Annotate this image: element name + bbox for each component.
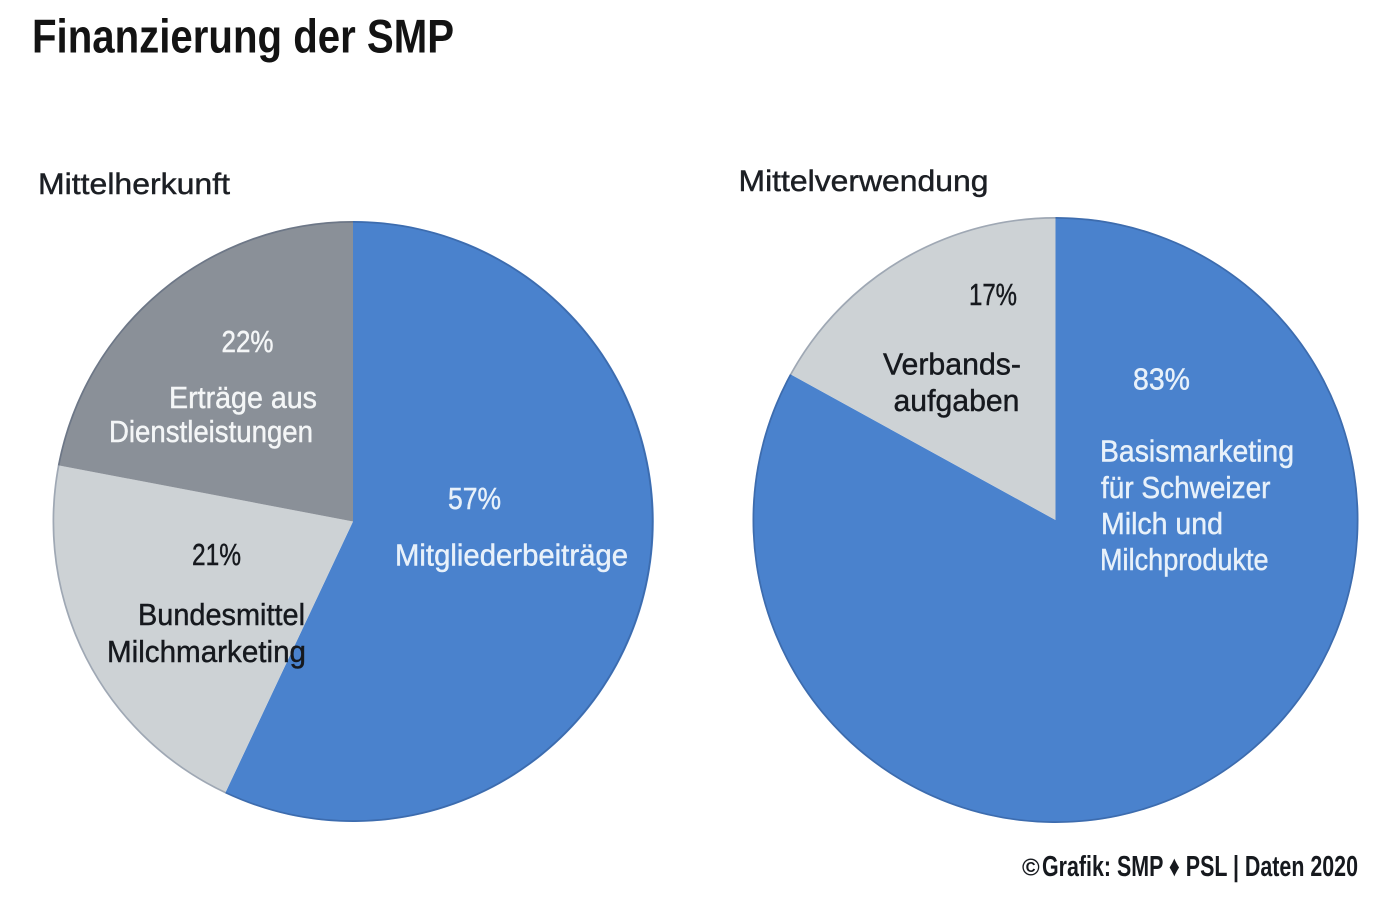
svg-text:Mitgliederbeiträge: Mitgliederbeiträge xyxy=(395,538,628,573)
svg-text:Dienstleistungen: Dienstleistungen xyxy=(109,414,313,449)
svg-text:Milch und: Milch und xyxy=(1101,506,1223,541)
svg-text:Finanzierung der SMP: Finanzierung der SMP xyxy=(32,9,454,62)
svg-text:Erträge aus: Erträge aus xyxy=(169,380,317,415)
svg-text:Verbands-: Verbands- xyxy=(883,347,1021,382)
svg-text:Mittelherkunft: Mittelherkunft xyxy=(38,168,231,201)
svg-text:aufgaben: aufgaben xyxy=(894,383,1020,418)
svg-text:Milchprodukte: Milchprodukte xyxy=(1100,542,1269,577)
svg-text:57%: 57% xyxy=(448,481,501,516)
svg-text:für Schweizer: für Schweizer xyxy=(1101,470,1271,505)
svg-text:22%: 22% xyxy=(222,324,274,359)
svg-text:Milchmarketing: Milchmarketing xyxy=(107,634,306,669)
svg-text:17%: 17% xyxy=(969,277,1017,312)
svg-text:83%: 83% xyxy=(1133,362,1190,397)
svg-text:Grafik: SMP ♦ PSL | Daten 2020: Grafik: SMP ♦ PSL | Daten 2020 xyxy=(1042,851,1358,883)
svg-text:Bundesmittel: Bundesmittel xyxy=(138,597,305,632)
svg-text:21%: 21% xyxy=(192,537,241,572)
svg-text:Mittelverwendung: Mittelverwendung xyxy=(739,165,989,198)
svg-text:©: © xyxy=(1022,855,1040,882)
svg-text:Basismarketing: Basismarketing xyxy=(1100,434,1294,469)
